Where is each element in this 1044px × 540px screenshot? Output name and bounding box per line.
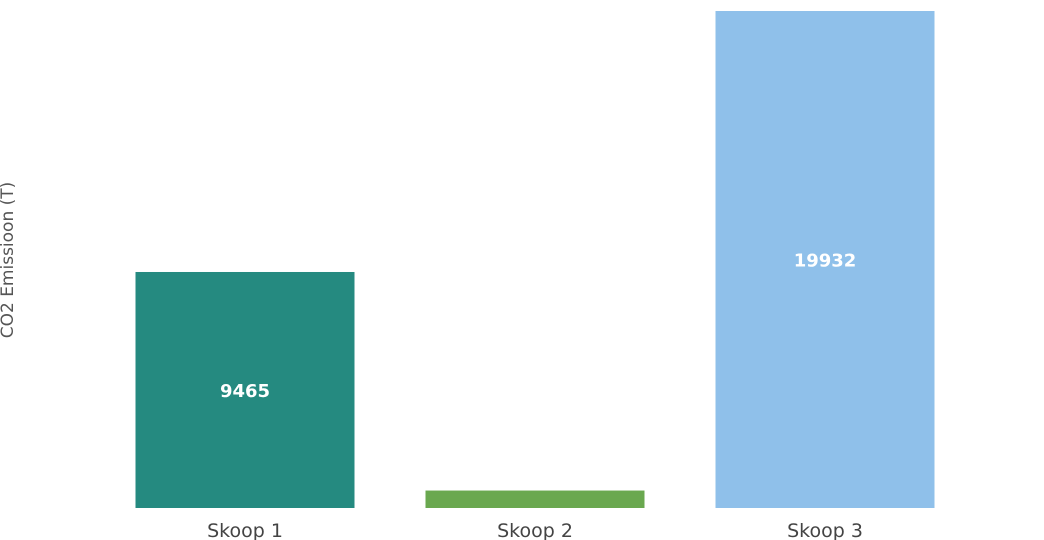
bar-3	[715, 11, 935, 508]
bar-1	[135, 271, 355, 508]
x-tick-label-2: Skoop 2	[497, 520, 573, 540]
y-axis-title: CO2 Emissioon (T)	[0, 182, 18, 339]
data-label-3: 19932	[794, 251, 857, 272]
x-tick-label-3: Skoop 3	[787, 520, 863, 540]
x-tick-labels-group: Skoop 1 Skoop 2 Skoop 3	[207, 520, 863, 540]
data-labels-group: 9465 19932	[220, 251, 856, 402]
bar-2	[425, 490, 645, 508]
data-label-1: 9465	[220, 381, 270, 402]
x-tick-label-1: Skoop 1	[207, 520, 283, 540]
bars-group	[135, 11, 935, 508]
